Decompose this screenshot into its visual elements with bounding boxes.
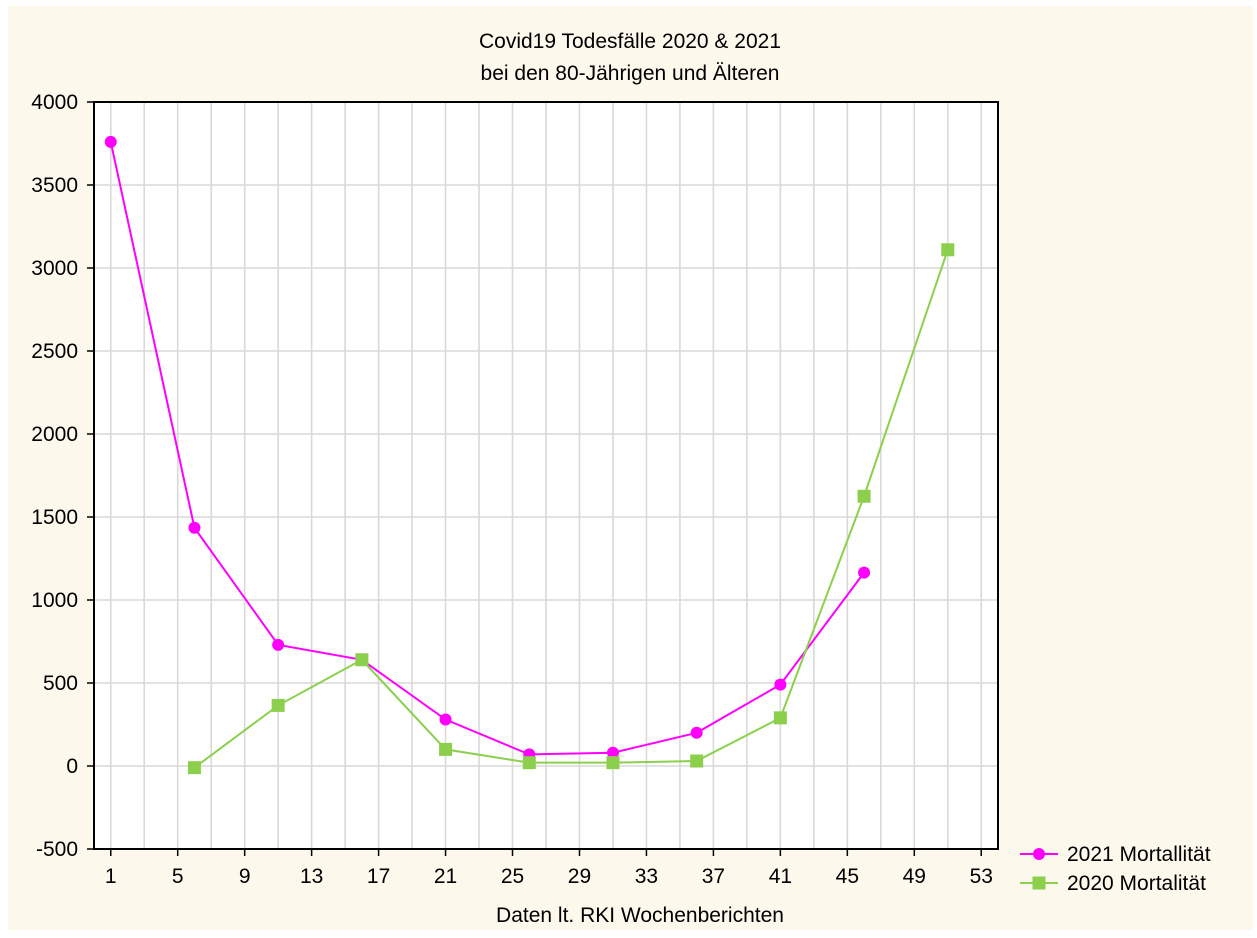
- x-tick-label: 25: [501, 865, 524, 888]
- legend-label: 2021 Mortallität: [1067, 843, 1211, 866]
- data-point: [690, 726, 703, 739]
- x-tick-label: 53: [970, 865, 993, 888]
- y-tick-label: 0: [66, 755, 78, 778]
- plot-frame: [93, 101, 999, 850]
- series-line: [193, 249, 949, 769]
- x-tick-label: 33: [635, 865, 658, 888]
- y-axis: -500 0 500 1000 1500 2000 2500 3000 3500 4000: [31, 91, 94, 861]
- data-point: [606, 756, 620, 770]
- x-axis-label: Daten lt. RKI Wochenberichten: [496, 904, 784, 927]
- x-tick-label: 5: [172, 865, 184, 888]
- data-point: [271, 698, 285, 712]
- x-tick-label: 17: [367, 865, 390, 888]
- x-tick-label: 45: [836, 865, 859, 888]
- x-tick-label: 1: [105, 865, 117, 888]
- chart-subtitle: bei den 80-Jährigen und Älteren: [481, 62, 780, 85]
- x-tick-label: 9: [239, 865, 251, 888]
- y-tick-label: 1000: [31, 589, 78, 612]
- y-tick-label: 2500: [31, 340, 78, 363]
- data-point: [941, 243, 955, 257]
- y-tick-label: 4000: [31, 91, 78, 114]
- y-tick-label: 3000: [31, 257, 78, 280]
- y-tick-label: 1500: [31, 506, 78, 529]
- x-tick-label: 49: [903, 865, 926, 888]
- series-layer: [104, 135, 955, 775]
- x-tick-label: 13: [300, 865, 323, 888]
- x-tick-label: 41: [769, 865, 792, 888]
- y-tick-label: -500: [36, 838, 78, 861]
- data-point: [774, 678, 787, 691]
- legend: 2021 Mortallität 2020 Mortalität: [1020, 843, 1211, 895]
- data-point: [188, 521, 201, 534]
- legend-marker: [1032, 876, 1046, 890]
- data-point: [606, 746, 619, 759]
- legend-marker: [1033, 848, 1045, 860]
- data-point: [522, 756, 536, 770]
- data-point: [439, 742, 453, 756]
- x-axis: 1 5 9 13 17 21 25 29 33 37 41 45 49 53: [105, 849, 993, 888]
- y-tick-label: 2000: [31, 423, 78, 446]
- y-tick-label: 500: [43, 672, 78, 695]
- x-tick-label: 37: [702, 865, 725, 888]
- grid-lines: [94, 101, 998, 850]
- x-tick-label: 21: [434, 865, 457, 888]
- x-tick-label: 29: [568, 865, 591, 888]
- data-point: [439, 713, 452, 726]
- chart-title: Covid19 Todesfälle 2020 & 2021: [479, 30, 781, 53]
- data-point: [857, 489, 871, 503]
- data-point: [773, 711, 787, 725]
- data-point: [690, 754, 704, 768]
- series-line: [109, 141, 865, 756]
- data-point: [355, 653, 369, 667]
- data-point: [104, 135, 117, 148]
- data-point: [187, 761, 201, 775]
- y-tick-label: 3500: [31, 174, 78, 197]
- data-point: [272, 638, 285, 651]
- data-point: [858, 566, 871, 579]
- legend-label: 2020 Mortalität: [1067, 872, 1206, 895]
